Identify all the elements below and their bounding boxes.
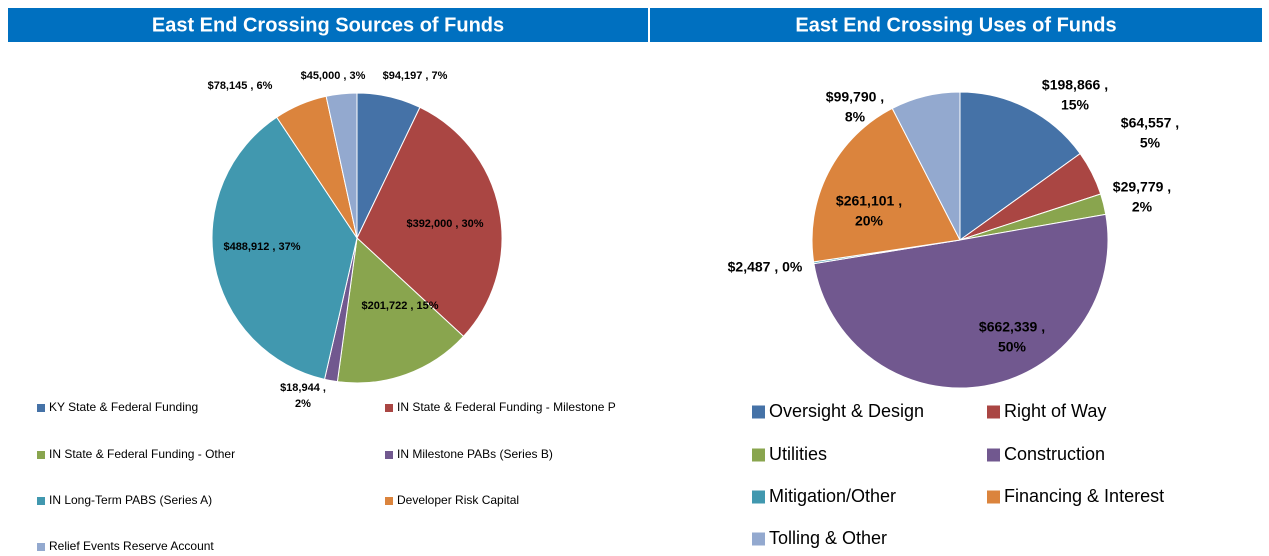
legend-item: Developer Risk Capital xyxy=(385,493,519,507)
legend-item: Right of Way xyxy=(987,401,1106,421)
data-label: $64,557 , xyxy=(1121,115,1179,131)
legend-swatch xyxy=(987,405,1000,419)
legend-item: Tolling & Other xyxy=(752,528,887,548)
legend-item: IN State & Federal Funding - Other xyxy=(37,447,235,461)
data-label: $78,145 , 6% xyxy=(208,80,273,92)
data-label: $198,866 , xyxy=(1042,77,1108,93)
legend-swatch xyxy=(987,448,1000,462)
pie-slice xyxy=(336,236,465,384)
legend-item: Oversight & Design xyxy=(752,401,924,421)
legend-swatch xyxy=(37,543,45,551)
legend-item: Financing & Interest xyxy=(987,486,1164,506)
data-label: 8% xyxy=(845,109,866,125)
legend-swatch xyxy=(37,451,45,459)
legend-item: IN State & Federal Funding - Milestone P xyxy=(385,400,616,414)
data-label: $45,000 , 3% xyxy=(301,70,366,82)
legend-label: Oversight & Design xyxy=(769,401,924,421)
data-label: $99,790 , xyxy=(826,89,884,105)
legend-swatch xyxy=(37,404,45,412)
legend-swatch xyxy=(752,448,765,462)
legend-label: Developer Risk Capital xyxy=(397,493,519,507)
data-label: 15% xyxy=(1061,97,1090,113)
legend-label: Right of Way xyxy=(1004,401,1106,421)
legend-label: Utilities xyxy=(769,444,827,464)
legend-item: Relief Events Reserve Account xyxy=(37,539,214,553)
legend-item: KY State & Federal Funding xyxy=(37,400,198,414)
legend-swatch xyxy=(752,490,765,504)
legend-swatch xyxy=(385,404,393,412)
data-label: $201,722 , 15% xyxy=(361,300,438,312)
legend-item: Mitigation/Other xyxy=(752,486,896,506)
legend-swatch xyxy=(385,497,393,505)
pie-slice xyxy=(959,91,1081,241)
legend-label: IN Long-Term PABS (Series A) xyxy=(49,493,212,507)
pie-slice xyxy=(813,213,1109,389)
legend-swatch xyxy=(752,405,765,419)
legend-label: Construction xyxy=(1004,444,1105,464)
legend-label: KY State & Federal Funding xyxy=(49,400,198,414)
data-label: $18,944 , xyxy=(280,382,326,394)
data-label: $392,000 , 30% xyxy=(406,218,483,230)
data-label: $94,197 , 7% xyxy=(383,70,448,82)
legend-swatch xyxy=(385,451,393,459)
pie-slice xyxy=(811,107,961,263)
data-label: 2% xyxy=(1132,199,1153,215)
legend-item: IN Milestone PABs (Series B) xyxy=(385,447,553,461)
pie-slice xyxy=(356,106,503,338)
legend-swatch xyxy=(37,497,45,505)
legend-item: IN Long-Term PABS (Series A) xyxy=(37,493,212,507)
data-label: $261,101 , xyxy=(836,193,902,209)
legend-label: Financing & Interest xyxy=(1004,486,1164,506)
legend-label: IN Milestone PABs (Series B) xyxy=(397,447,553,461)
legend-swatch xyxy=(752,532,765,546)
pie-slice xyxy=(891,91,961,241)
pie-slice xyxy=(211,116,358,380)
title-bar xyxy=(650,8,1262,42)
legend-swatch xyxy=(987,490,1000,504)
legend-label: IN State & Federal Funding - Milestone P xyxy=(397,400,616,414)
data-label: 2% xyxy=(295,398,311,410)
legend-label: IN State & Federal Funding - Other xyxy=(49,447,235,461)
data-label: 50% xyxy=(998,339,1027,355)
legend-item: Utilities xyxy=(752,444,827,464)
data-label: 20% xyxy=(855,213,884,229)
chart-title: East End Crossing Uses of Funds xyxy=(795,14,1116,36)
legend-item: Construction xyxy=(987,444,1105,464)
chart-title: East End Crossing Sources of Funds xyxy=(152,14,504,36)
data-label: $488,912 , 37% xyxy=(223,241,300,253)
legend-label: Mitigation/Other xyxy=(769,486,896,506)
data-label: $2,487 , 0% xyxy=(728,259,803,275)
title-bar xyxy=(8,8,648,42)
data-label: $29,779 , xyxy=(1113,179,1171,195)
legend-label: Relief Events Reserve Account xyxy=(49,539,214,553)
data-label: $662,339 , xyxy=(979,319,1045,335)
pie-slice xyxy=(325,92,358,239)
legend-label: Tolling & Other xyxy=(769,528,887,548)
data-label: 5% xyxy=(1140,135,1161,151)
